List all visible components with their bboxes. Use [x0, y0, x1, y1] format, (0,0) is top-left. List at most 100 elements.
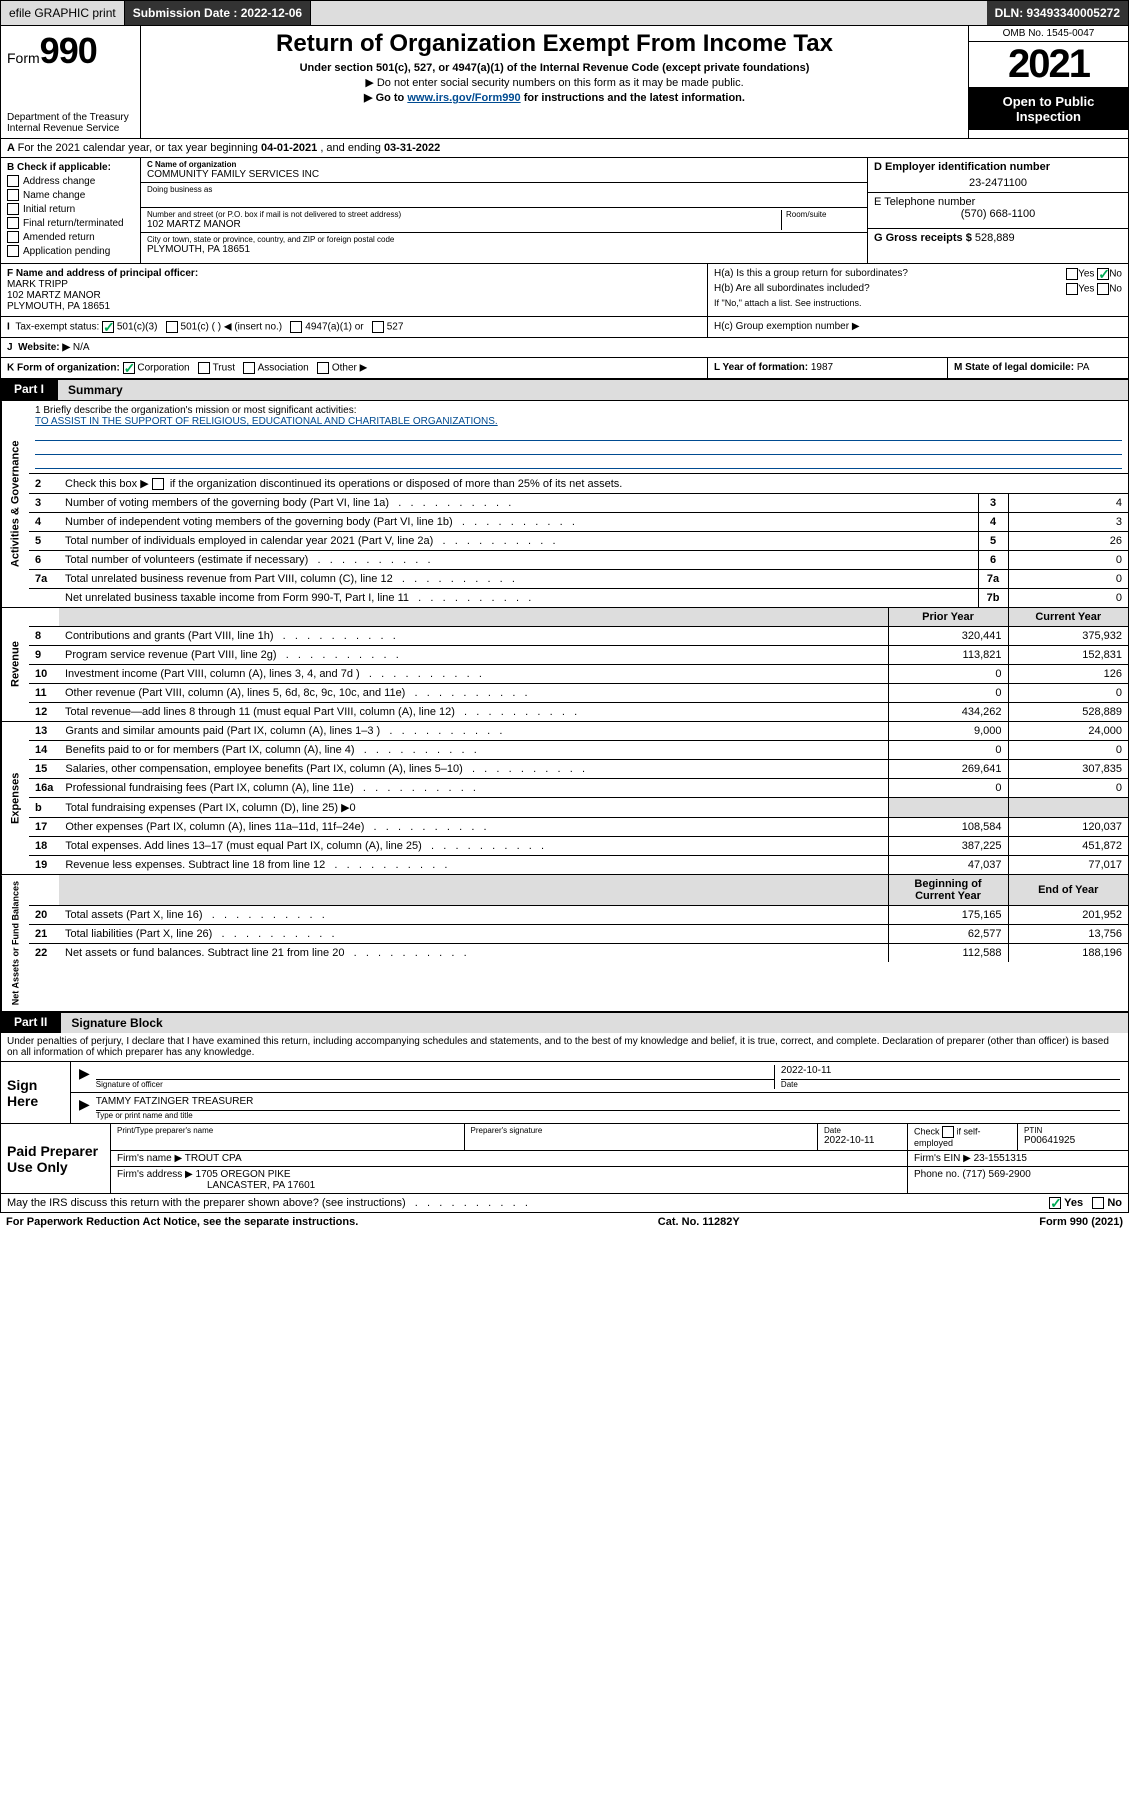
form-number-block: Form990 Department of the Treasury Inter…: [1, 26, 141, 138]
gov-section: Activities & Governance 1 Briefly descri…: [0, 400, 1129, 608]
officer-name: MARK TRIPP: [7, 279, 701, 290]
part2-header: Part II Signature Block: [0, 1012, 1129, 1033]
chk-amended[interactable]: [7, 231, 19, 243]
sign-date-lbl: Date: [781, 1079, 1120, 1089]
net-side-label: Net Assets or Fund Balances: [1, 875, 29, 1011]
chk-other[interactable]: [317, 362, 329, 374]
ptin-lbl: PTIN: [1024, 1126, 1122, 1135]
sig-officer-lbl: Signature of officer: [96, 1079, 774, 1089]
open-public-badge: Open to Public Inspection: [969, 88, 1128, 130]
form-subtitle-2: ▶ Do not enter social security numbers o…: [149, 76, 960, 89]
l-lbl: L Year of formation:: [714, 362, 808, 373]
m-lbl: M State of legal domicile:: [954, 362, 1074, 373]
form-word: Form: [7, 50, 40, 66]
org-city: PLYMOUTH, PA 18651: [147, 244, 861, 255]
ein-value: 23-2471100: [874, 177, 1122, 189]
firm-phone-lbl: Phone no.: [914, 1169, 960, 1180]
chk-self-employed[interactable]: [942, 1126, 954, 1138]
discuss-no[interactable]: [1092, 1197, 1104, 1209]
row-f-h: F Name and address of principal officer:…: [0, 264, 1129, 317]
phone-value: (570) 668-1100: [874, 208, 1122, 220]
opt-name-change: Name change: [23, 190, 85, 201]
form-header: Form990 Department of the Treasury Inter…: [0, 26, 1129, 139]
firm-name-lbl: Firm's name ▶: [117, 1153, 182, 1164]
discuss-no-lbl: No: [1107, 1197, 1122, 1209]
row-j: J Website: ▶ N/A: [0, 338, 1129, 358]
efile-print-button[interactable]: efile GRAPHIC print: [1, 1, 125, 25]
rowA-begin: 04-01-2021: [261, 142, 317, 154]
k-o2: Trust: [213, 363, 235, 374]
ptin-value: P00641925: [1024, 1135, 1122, 1146]
chk-527[interactable]: [372, 321, 384, 333]
discuss-yes[interactable]: [1049, 1197, 1061, 1209]
sub3-post: for instructions and the latest informat…: [521, 92, 745, 104]
part2-title: Signature Block: [61, 1012, 1129, 1033]
rowA-end: 03-31-2022: [384, 142, 440, 154]
instructions-link[interactable]: www.irs.gov/Form990: [407, 92, 520, 104]
j-lbl: Website: ▶: [18, 342, 70, 353]
state-domicile: PA: [1077, 362, 1090, 373]
exp-side-label: Expenses: [1, 722, 29, 874]
chk-address-change[interactable]: [7, 175, 19, 187]
section-b: B Check if applicable: Address change Na…: [1, 158, 141, 263]
exp-section: Expenses 13Grants and similar amounts pa…: [0, 722, 1129, 875]
chk-final-return[interactable]: [7, 217, 19, 229]
mission-block: 1 Briefly describe the organization's mi…: [29, 401, 1128, 474]
row-i-hc: I Tax-exempt status: 501(c)(3) 501(c) ( …: [0, 317, 1129, 338]
discuss-yes-lbl: Yes: [1064, 1197, 1083, 1209]
part2-tab: Part II: [0, 1012, 61, 1033]
irs-label: Internal Revenue Service: [7, 123, 134, 134]
mission-question: 1 Briefly describe the organization's mi…: [35, 405, 1122, 416]
b-label: B Check if applicable:: [7, 162, 134, 173]
top-toolbar: efile GRAPHIC print Submission Date : 20…: [0, 0, 1129, 26]
section-i: I Tax-exempt status: 501(c)(3) 501(c) ( …: [1, 317, 708, 337]
firm-addr-lbl: Firm's address ▶: [117, 1169, 193, 1180]
opt-final-return: Final return/terminated: [23, 218, 124, 229]
gov-table: 1 Briefly describe the organization's mi…: [29, 401, 1128, 607]
hb-label: H(b) Are all subordinates included?: [714, 283, 870, 294]
chk-assoc[interactable]: [243, 362, 255, 374]
section-k: K Form of organization: Corporation Trus…: [1, 358, 708, 378]
org-address: 102 MARTZ MANOR: [147, 219, 781, 230]
chk-4947[interactable]: [290, 321, 302, 333]
chk-501c3[interactable]: [102, 321, 114, 333]
k-lbl: K Form of organization:: [7, 363, 120, 374]
chk-initial-return[interactable]: [7, 203, 19, 215]
prep-date-lbl: Date: [824, 1126, 901, 1135]
prep-date: 2022-10-11: [824, 1135, 901, 1146]
part1-header: Part I Summary: [0, 379, 1129, 400]
k-o4: Other ▶: [332, 363, 367, 374]
officer-addr1: 102 MARTZ MANOR: [7, 290, 701, 301]
paid-preparer-section: Paid Preparer Use Only Print/Type prepar…: [0, 1124, 1129, 1194]
chk-501c[interactable]: [166, 321, 178, 333]
rowA-pre: For the 2021 calendar year, or tax year …: [18, 142, 261, 154]
part1-tab: Part I: [0, 379, 58, 400]
identity-block: B Check if applicable: Address change Na…: [0, 158, 1129, 264]
chk-name-change[interactable]: [7, 189, 19, 201]
form-title: Return of Organization Exempt From Incom…: [149, 30, 960, 58]
chk-trust[interactable]: [198, 362, 210, 374]
chk-app-pending[interactable]: [7, 245, 19, 257]
i-o4: 527: [387, 322, 404, 333]
section-h: H(a) Is this a group return for subordin…: [708, 264, 1128, 316]
net-section: Net Assets or Fund Balances Beginning of…: [0, 875, 1129, 1012]
chk-corp[interactable]: [123, 362, 135, 374]
officer-addr2: PLYMOUTH, PA 18651: [7, 301, 701, 312]
rev-side-label: Revenue: [1, 608, 29, 721]
sign-date: 2022-10-11: [781, 1065, 1120, 1079]
website-value: N/A: [73, 342, 90, 353]
ha-yes[interactable]: [1066, 268, 1078, 280]
hb-yes[interactable]: [1066, 283, 1078, 295]
sub3-pre: ▶ Go to: [364, 92, 407, 104]
firm-addr1: 1705 OREGON PIKE: [196, 1169, 291, 1180]
i-o1: 501(c)(3): [117, 322, 158, 333]
hb-no[interactable]: [1097, 283, 1109, 295]
room-lbl: Room/suite: [786, 210, 861, 219]
form-subtitle-3: ▶ Go to www.irs.gov/Form990 for instruct…: [149, 91, 960, 104]
arrow-icon: ▶: [79, 1096, 90, 1120]
f-lbl: F Name and address of principal officer:: [7, 268, 701, 279]
ha-no[interactable]: [1097, 268, 1109, 280]
opt-amended: Amended return: [23, 232, 95, 243]
i-o2: 501(c) ( ) ◀ (insert no.): [181, 322, 283, 333]
prep-sig-lbl: Preparer's signature: [471, 1126, 812, 1135]
